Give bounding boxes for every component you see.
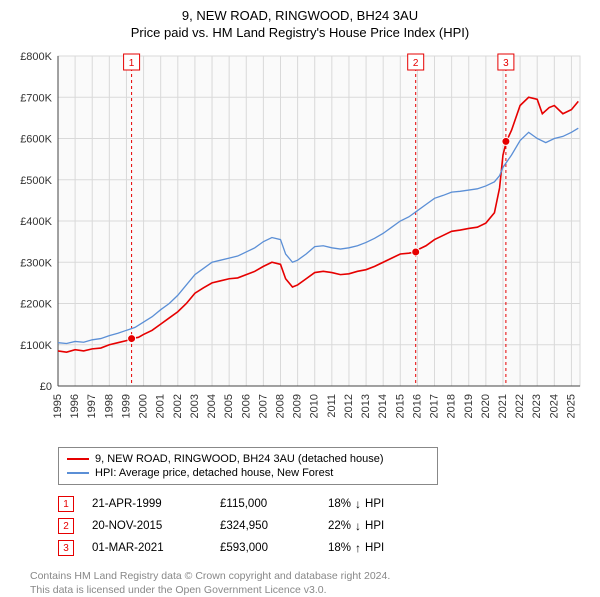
transaction-delta: 18%↓HPI [328,497,384,511]
x-tick-label: 2001 [155,394,167,418]
transaction-price: £593,000 [220,542,310,554]
x-tick-label: 2004 [206,394,218,418]
transaction-badge: 3 [58,540,74,556]
x-tick-label: 2018 [446,394,458,418]
x-tick-label: 2002 [172,394,184,418]
x-tick-label: 2003 [189,394,201,418]
y-tick-label: £800K [20,51,52,63]
transaction-row: 2 20-NOV-2015 £324,950 22%↓HPI [58,515,590,537]
legend-swatch [67,458,89,460]
x-tick-label: 2014 [377,394,389,418]
transaction-delta: 18%↑HPI [328,541,384,555]
x-tick-label: 2017 [429,394,441,418]
transaction-date: 21-APR-1999 [92,498,202,510]
x-tick-label: 2023 [531,394,543,418]
y-tick-label: £200K [20,299,52,311]
legend-swatch [67,472,89,474]
x-tick-label: 2009 [292,394,304,418]
marker-badge: 2 [413,58,419,69]
transaction-date: 01-MAR-2021 [92,542,202,554]
x-tick-label: 2021 [497,394,509,418]
marker-badge: 1 [129,58,135,69]
legend: 9, NEW ROAD, RINGWOOD, BH24 3AU (detache… [58,447,438,485]
x-tick-label: 2007 [257,394,269,418]
x-tick-label: 2020 [480,394,492,418]
x-tick-label: 2010 [309,394,321,418]
x-tick-label: 2006 [240,394,252,418]
x-tick-label: 2025 [565,394,577,418]
legend-item: 9, NEW ROAD, RINGWOOD, BH24 3AU (detache… [67,452,429,466]
transaction-price: £115,000 [220,498,310,510]
chart-subtitle: Price paid vs. HM Land Registry's House … [10,25,590,40]
legend-label: HPI: Average price, detached house, New … [95,467,333,479]
y-tick-label: £500K [20,175,52,187]
x-tick-label: 2022 [514,394,526,418]
x-tick-label: 2019 [463,394,475,418]
chart-area: £0 £100K £200K £300K £400K £500K £600K £700K £80… [10,46,590,441]
y-tick-label: £0 [40,381,52,393]
chart-container: 9, NEW ROAD, RINGWOOD, BH24 3AU Price pa… [0,0,600,590]
transaction-badge: 2 [58,518,74,534]
marker-badge: 3 [503,58,509,69]
x-tick-label: 1996 [69,394,81,418]
x-tick-label: 2015 [394,394,406,418]
arrow-down-icon: ↓ [355,497,361,511]
x-tick-label: 2024 [548,394,560,418]
chart-title: 9, NEW ROAD, RINGWOOD, BH24 3AU [10,8,590,23]
x-tick-label: 2016 [411,394,423,418]
transaction-delta: 22%↓HPI [328,519,384,533]
transaction-badge: 1 [58,496,74,512]
footer-line: This data is licensed under the Open Gov… [30,583,590,597]
marker-dot [128,335,136,343]
marker-dot [412,248,420,256]
x-tick-label: 2011 [326,394,338,418]
y-tick-label: £700K [20,92,52,104]
footer-attribution: Contains HM Land Registry data © Crown c… [30,569,590,597]
footer-line: Contains HM Land Registry data © Crown c… [30,569,590,583]
y-tick-label: £300K [20,257,52,269]
transaction-date: 20-NOV-2015 [92,520,202,532]
transaction-price: £324,950 [220,520,310,532]
arrow-up-icon: ↑ [355,541,361,555]
transactions-table: 1 21-APR-1999 £115,000 18%↓HPI 2 20-NOV-2015 £… [58,493,590,559]
legend-item: HPI: Average price, detached house, New … [67,466,429,480]
x-tick-label: 1998 [103,394,115,418]
line-chart: £0 £100K £200K £300K £400K £500K £600K £700K £80… [10,46,590,441]
legend-label: 9, NEW ROAD, RINGWOOD, BH24 3AU (detache… [95,453,384,465]
x-tick-label: 2000 [138,394,150,418]
marker-dot [502,137,510,145]
transaction-row: 1 21-APR-1999 £115,000 18%↓HPI [58,493,590,515]
transaction-row: 3 01-MAR-2021 £593,000 18%↑HPI [58,537,590,559]
arrow-down-icon: ↓ [355,519,361,533]
y-tick-label: £100K [20,340,52,352]
y-tick-label: £600K [20,134,52,146]
x-tick-label: 1997 [86,394,98,418]
y-tick-label: £400K [20,216,52,228]
x-tick-label: 1999 [120,394,132,418]
x-tick-label: 2008 [274,394,286,418]
x-tick-label: 1995 [52,394,64,418]
x-tick-label: 2013 [360,394,372,418]
x-tick-label: 2005 [223,394,235,418]
x-tick-label: 2012 [343,394,355,418]
